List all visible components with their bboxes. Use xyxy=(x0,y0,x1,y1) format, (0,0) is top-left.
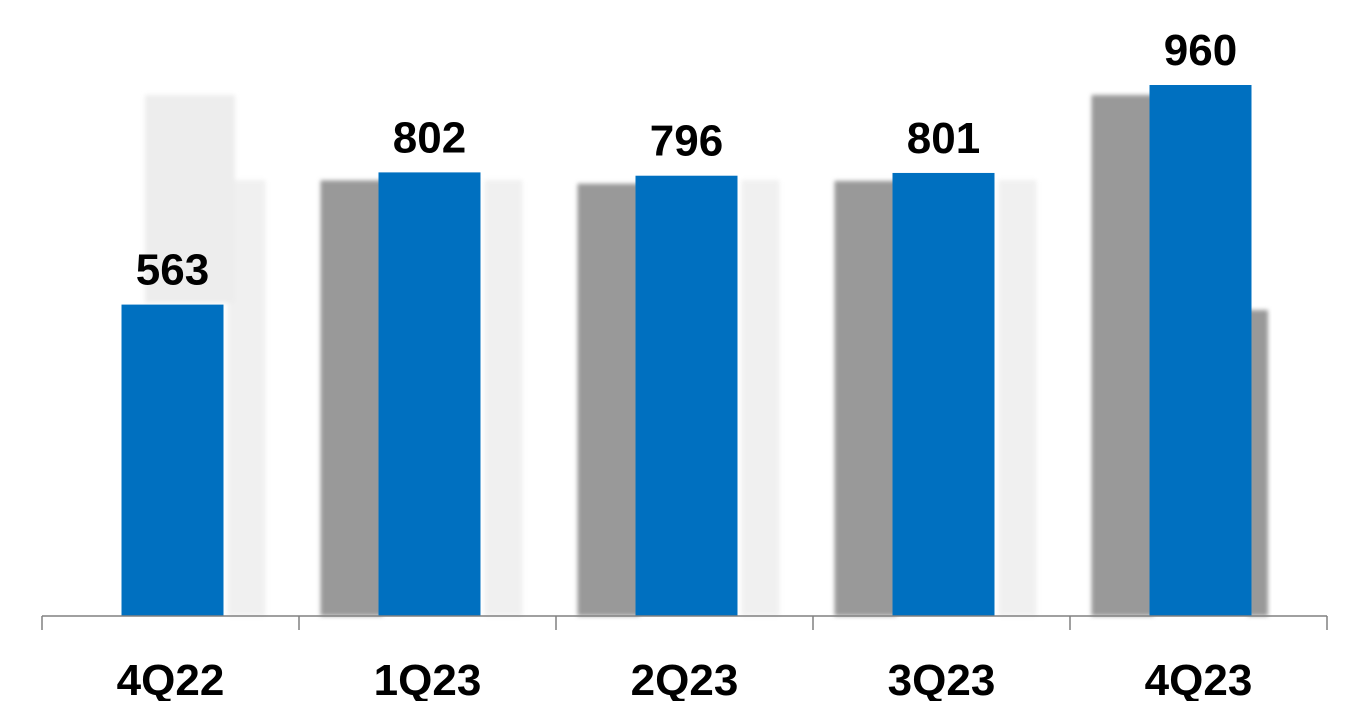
bars-layer xyxy=(121,85,1252,617)
category-label: 4Q23 xyxy=(1145,656,1253,701)
value-label: 960 xyxy=(1164,26,1237,75)
bar-faint-block xyxy=(998,180,1037,616)
labels-layer: 563 4Q22 802 1Q23 796 2Q23 801 3Q23 960 4Q23 xyxy=(117,26,1253,701)
background-shadow-layer xyxy=(145,95,1268,617)
category-label: 3Q23 xyxy=(888,656,996,701)
category-label: 1Q23 xyxy=(374,656,482,701)
bar-shadow xyxy=(1248,310,1268,616)
bar-faint-block xyxy=(484,180,523,616)
bar-shadow xyxy=(320,180,383,617)
value-label: 801 xyxy=(907,114,980,163)
bar-4Q22 xyxy=(121,304,224,616)
value-label: 563 xyxy=(136,246,209,295)
x-axis xyxy=(41,615,1328,630)
value-label: 802 xyxy=(393,113,466,162)
category-label: 4Q22 xyxy=(117,656,225,701)
faint-panel xyxy=(145,95,235,303)
category-label: 2Q23 xyxy=(631,656,739,701)
bar-3Q23 xyxy=(892,172,995,616)
bar-shadow xyxy=(1091,95,1154,616)
bar-4Q23 xyxy=(1149,85,1252,616)
bar-1Q23 xyxy=(378,172,481,617)
bar-shadow xyxy=(577,183,640,616)
bar-faint-block xyxy=(741,180,780,616)
bar-2Q23 xyxy=(635,175,738,616)
bar-shadow xyxy=(834,180,897,616)
value-label: 796 xyxy=(650,117,723,166)
